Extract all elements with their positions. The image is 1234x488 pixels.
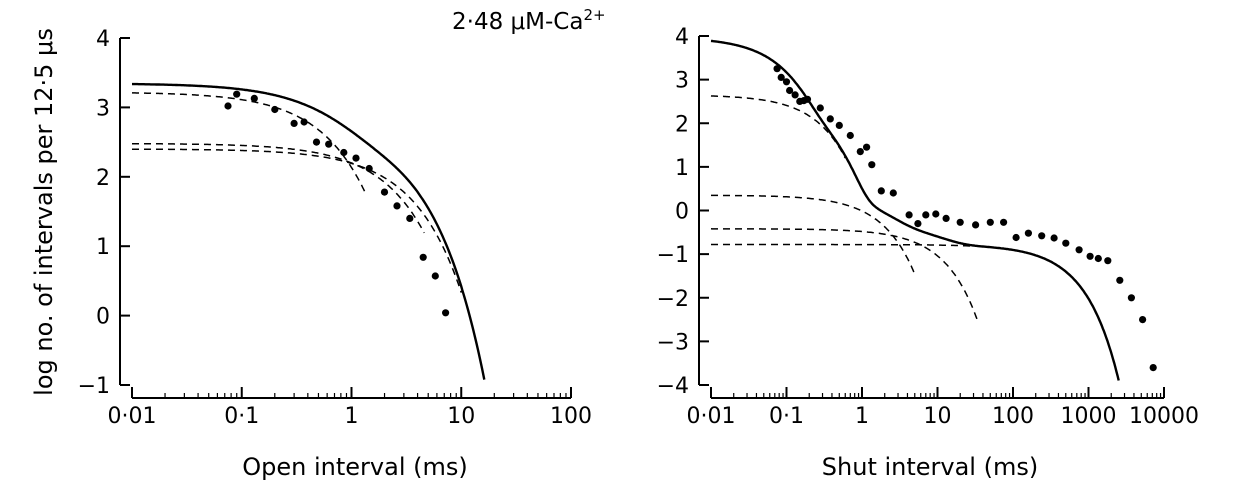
open-interval-panel: −1 0 1 2 3 4 0·01 0·1 1 10 100 [78,27,592,429]
data-point [868,161,876,169]
y-tick-label: −1 [78,374,110,399]
data-point [406,214,414,222]
data-point [290,119,298,127]
data-point [816,104,824,112]
x-tick-label: 0·01 [687,404,736,429]
data-point [1104,257,1112,265]
data-point [250,94,258,102]
data-point [1000,218,1008,226]
data-point [972,221,980,229]
right-x-axis-title: Shut interval (ms) [822,453,1038,481]
component-fit-curve [132,92,367,195]
data-point [1149,364,1157,372]
y-tick-label: 0 [96,305,110,330]
data-point [1024,229,1032,237]
x-tick-label: 100 [550,404,592,429]
y-tick-label: 3 [96,96,110,121]
y-tick-label: 2 [675,112,689,137]
data-point [1062,239,1070,247]
data-point [782,78,791,86]
y-tick-label: 4 [675,25,689,50]
y-tick-label: −2 [657,287,689,312]
x-tick-label: 100 [992,404,1034,429]
calcium-label-main: 2·48 μM-Ca [452,9,583,35]
data-point [932,210,940,218]
x-tick-label: 1000 [1061,404,1117,429]
data-point [922,211,930,219]
component-fit-curve [132,142,425,234]
data-point [835,121,843,129]
data-point [352,154,360,162]
data-point [1038,232,1046,240]
data-point [889,189,897,197]
data-point [312,138,321,146]
x-tick-label: 0·01 [108,404,157,429]
data-point [914,220,922,228]
data-point [773,65,781,73]
x-tick-label: 1 [855,404,869,429]
y-tick-label: 1 [675,156,689,181]
data-point [224,102,232,110]
data-point [877,187,885,195]
y-tick-label: −3 [657,330,689,355]
total-fit-curve [710,39,1120,381]
data-point [942,214,950,222]
x-tick-label: 10000 [1129,404,1199,429]
data-point [856,148,864,156]
data-point [1012,233,1020,242]
data-point [786,86,794,95]
data-point [1116,276,1124,284]
calcium-label-superscript: 2+ [583,6,605,24]
data-point [419,253,427,261]
data-point [380,188,389,196]
left-y-axis-title: log no. of intervals per 12·5 μs [30,28,58,396]
data-point [986,218,994,226]
data-point [365,164,373,173]
data-point [956,218,964,226]
data-point [442,309,450,317]
y-tick-label: 0 [675,200,689,225]
data-point [1086,252,1094,260]
data-point [905,211,913,219]
y-tick-label: 2 [96,166,110,191]
data-point [271,105,279,114]
data-point [233,90,241,98]
data-point [393,202,401,210]
x-tick-label: 0·1 [769,404,804,429]
data-point [1127,294,1135,302]
y-tick-label: −4 [657,374,689,399]
component-fit-curve [711,194,916,275]
y-tick-label: 4 [96,27,110,52]
x-tick-label: 10 [447,404,475,429]
data-point [803,95,812,103]
x-tick-label: 0·1 [224,404,259,429]
data-point [300,118,308,126]
y-tick-label: 1 [96,235,110,260]
component-fit-curve [132,148,463,293]
data-point [340,148,348,157]
x-tick-label: 1 [345,404,359,429]
data-point [325,140,333,148]
data-point [826,115,834,123]
data-point [1139,316,1147,324]
data-point [846,131,854,140]
data-point [431,272,439,280]
component-fit-curve [710,228,980,324]
data-point [1050,234,1058,242]
y-tick-label: 3 [675,69,689,94]
data-point [1094,254,1102,263]
data-point [791,91,799,99]
data-point [1075,246,1083,254]
data-point [863,143,871,151]
left-x-axis-title: Open interval (ms) [242,453,467,481]
x-tick-label: 10 [924,404,952,429]
shut-interval-panel: −4 −3 −2 −1 0 1 2 3 4 0·01 0·1 1 10 100 1000 10000 [657,25,1199,429]
y-tick-label: −1 [657,243,689,268]
data-point [777,73,785,81]
calcium-concentration-label: 2·48 μM-Ca2+ [452,6,606,35]
total-fit-curve [132,82,486,380]
